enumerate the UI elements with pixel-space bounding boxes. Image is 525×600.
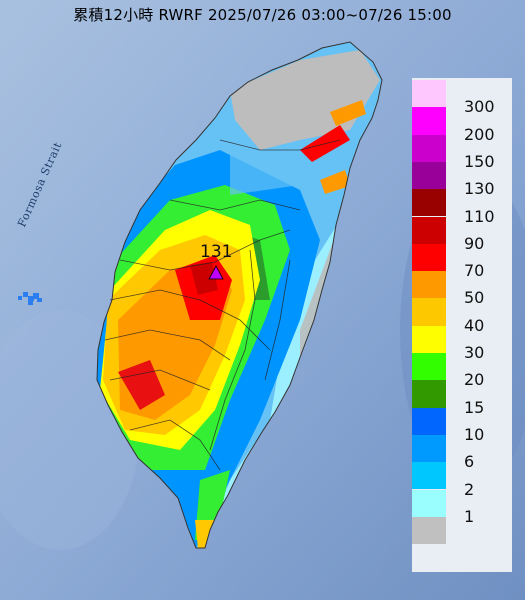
legend-label: 2 xyxy=(464,479,475,499)
legend-label: 6 xyxy=(464,452,475,472)
map-title: 累積12小時 RWRF 2025/07/26 03:00~07/26 15:00 xyxy=(73,6,452,24)
legend-swatch xyxy=(412,434,446,463)
legend-swatch xyxy=(412,107,446,135)
basin-boundaries xyxy=(104,139,341,471)
legend-swatch xyxy=(412,516,446,545)
legend-swatch xyxy=(412,380,446,408)
legend-label: 200 xyxy=(464,124,495,144)
legend-swatch xyxy=(412,353,446,381)
legend-label: 30 xyxy=(464,343,485,362)
max-rainfall-marker xyxy=(208,265,224,280)
legend-label: 110 xyxy=(464,206,495,226)
penghu-islands xyxy=(18,292,42,305)
legend-label: 300 xyxy=(464,97,495,117)
legend-swatch xyxy=(412,134,446,162)
legend-label: 70 xyxy=(464,261,485,281)
legend-swatch xyxy=(412,80,446,108)
legend-swatch xyxy=(412,271,446,299)
legend-label: 50 xyxy=(464,288,485,308)
legend-label: 90 xyxy=(464,233,485,253)
legend-swatch xyxy=(412,161,446,190)
legend-label: 130 xyxy=(464,179,495,199)
legend-swatch xyxy=(412,325,446,353)
legend-label: 10 xyxy=(464,424,485,444)
legend-swatch xyxy=(412,189,446,217)
legend-label: 20 xyxy=(464,370,485,390)
legend-swatch xyxy=(412,489,446,517)
legend-swatch xyxy=(412,298,446,326)
rainfall-legend: 300 200 150 130 110 90 70 50 40 30 20 15 10 6 2 1 xyxy=(412,78,512,572)
legend-swatch xyxy=(412,407,446,435)
legend-swatch xyxy=(412,243,446,272)
legend-swatch xyxy=(412,462,446,490)
legend-label: 15 xyxy=(464,397,485,417)
legend-label: 40 xyxy=(464,315,485,335)
max-rainfall-value: 131 xyxy=(200,242,233,262)
legend-label: 150 xyxy=(464,151,495,171)
legend-label: 1 xyxy=(464,506,475,526)
island-outline xyxy=(96,41,383,549)
legend-swatch xyxy=(412,216,446,244)
